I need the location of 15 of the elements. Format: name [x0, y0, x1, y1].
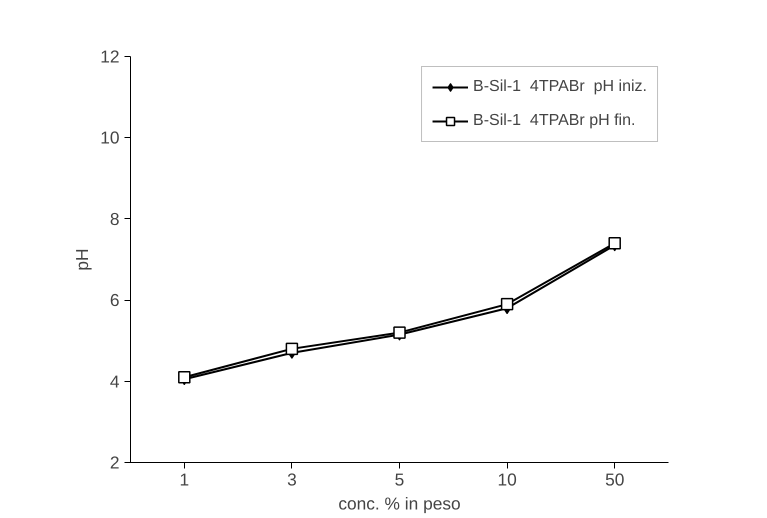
- y-axis-title: pH: [72, 248, 92, 271]
- y-tick-label: 6: [110, 290, 120, 310]
- x-tick-label: 3: [287, 470, 297, 490]
- x-tick-label: 10: [497, 470, 517, 490]
- x-axis-title: conc. % in peso: [338, 494, 461, 514]
- y-tick-label: 8: [110, 208, 120, 229]
- y-tick-label: 12: [100, 46, 120, 66]
- legend-label: B-Sil-1 4TPABr pH iniz.: [473, 78, 647, 96]
- y-tick-label: 4: [110, 371, 120, 392]
- x-tick-label: 50: [605, 470, 624, 490]
- y-tick-label: 10: [100, 128, 120, 148]
- x-tick-label: 5: [394, 470, 404, 490]
- x-tick-label: 1: [179, 470, 190, 490]
- y-tick-label: 2: [110, 452, 120, 472]
- legend-label: B-Sil-1 4TPABr pH fin.: [473, 112, 636, 130]
